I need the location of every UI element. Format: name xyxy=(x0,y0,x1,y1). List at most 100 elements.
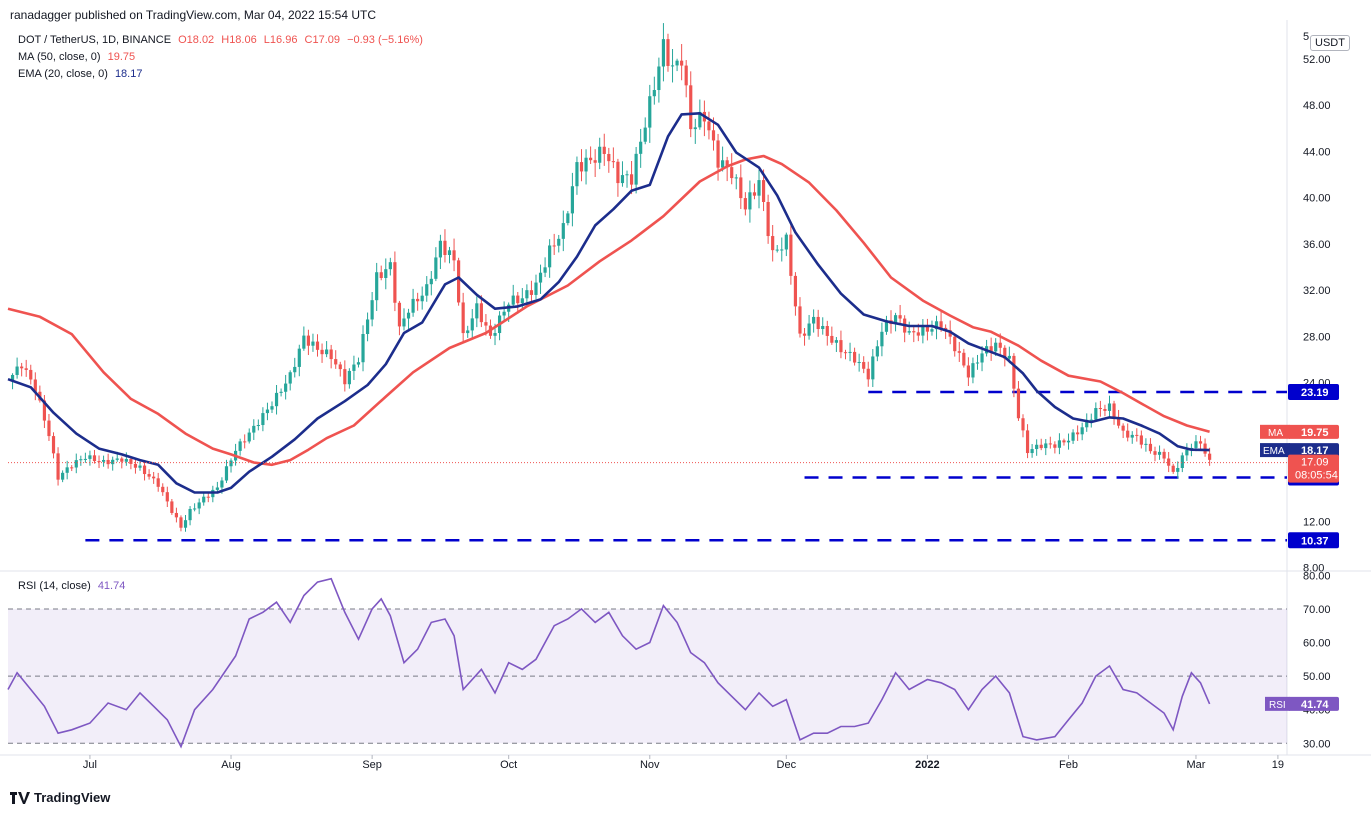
candle-body xyxy=(907,331,911,333)
candle-body xyxy=(1167,458,1171,466)
candle-body xyxy=(557,238,561,246)
candle-body xyxy=(347,370,351,385)
last-price-tag-bg xyxy=(1288,454,1339,483)
time-tick-label: Dec xyxy=(777,759,797,771)
price-tick-label: 32.00 xyxy=(1303,285,1331,297)
candle-body xyxy=(643,127,647,142)
candle-body xyxy=(730,167,734,179)
candle-body xyxy=(129,459,133,464)
legend-ma[interactable]: MA (50, close, 0) 19.75 xyxy=(18,51,135,63)
candle-body xyxy=(1126,430,1130,438)
candle-body xyxy=(1035,444,1039,450)
candle-body xyxy=(1171,465,1175,472)
candle-body xyxy=(1116,417,1121,426)
candle-body xyxy=(224,466,229,481)
candle-body xyxy=(393,262,397,303)
candle-body xyxy=(338,364,342,370)
price-tick-label: 40.00 xyxy=(1303,193,1331,205)
candle-body xyxy=(1039,444,1043,449)
candle-body xyxy=(1130,434,1134,438)
candle-body xyxy=(589,157,593,161)
candle-body xyxy=(279,391,283,393)
candle-body xyxy=(698,111,702,128)
candle-body xyxy=(843,352,848,354)
candle-body xyxy=(962,352,966,366)
candle-body xyxy=(406,312,411,319)
ma-axis-key: MA xyxy=(1268,428,1283,439)
support-level-label: 10.37 xyxy=(1301,535,1329,547)
candle-body xyxy=(352,364,356,371)
legend-ema[interactable]: EMA (20, close, 0) 18.17 xyxy=(18,68,142,80)
candle-body xyxy=(261,413,265,426)
candle-body xyxy=(142,465,147,475)
candle-body xyxy=(461,302,465,334)
candle-body xyxy=(1021,418,1025,431)
rsi-line xyxy=(7,577,1211,749)
candle-body xyxy=(680,60,684,66)
time-tick-label: Sep xyxy=(362,759,382,771)
candle-body xyxy=(1135,434,1139,436)
candle-body xyxy=(388,262,392,270)
candle-body xyxy=(930,329,934,332)
candle-body xyxy=(416,298,420,302)
ma-axis-key-bg xyxy=(1260,424,1290,439)
candle-body xyxy=(857,362,861,364)
currency-badge[interactable]: USDT xyxy=(1310,35,1350,51)
candle-body xyxy=(862,362,866,369)
candle-body xyxy=(975,362,980,364)
candle-body xyxy=(334,359,338,365)
candle-body xyxy=(511,295,515,305)
price-tick-label-partial: 5 xyxy=(1303,31,1309,43)
candle-body xyxy=(1162,451,1166,459)
ohlc-open: O18.02 xyxy=(178,34,215,46)
candle-body xyxy=(584,157,588,172)
candle-body xyxy=(470,318,474,331)
candle-body xyxy=(183,520,188,528)
candle-body xyxy=(1148,443,1153,452)
candle-body xyxy=(1044,443,1048,449)
candle-body xyxy=(493,333,497,336)
price-tick-label: 28.00 xyxy=(1303,331,1331,343)
candle-body xyxy=(1194,441,1198,448)
candle-body xyxy=(875,346,879,357)
candle-body xyxy=(1089,419,1093,421)
candle-body xyxy=(1144,443,1148,445)
rsi-tick-label: 50.00 xyxy=(1303,671,1331,683)
candle-body xyxy=(953,336,957,352)
ohlc-high: H18.06 xyxy=(221,34,257,46)
rsi-axis-key-bg xyxy=(1265,696,1290,711)
candle-body xyxy=(452,250,456,261)
candle-body xyxy=(42,400,47,421)
candle-body xyxy=(315,341,320,350)
candle-body xyxy=(516,295,520,304)
candle-body xyxy=(1007,355,1011,359)
candle-body xyxy=(775,249,779,251)
candle-body xyxy=(716,140,720,168)
candle-body xyxy=(356,362,361,365)
candle-body xyxy=(1107,403,1112,411)
legend-rsi[interactable]: RSI (14, close) 41.74 xyxy=(18,580,125,592)
candle-body xyxy=(771,236,775,251)
rsi-axis-value: 41.74 xyxy=(1301,699,1329,711)
candle-body xyxy=(256,425,260,427)
candle-body xyxy=(757,180,761,196)
candle-body xyxy=(420,295,424,302)
candle-body xyxy=(893,315,898,325)
candle-body xyxy=(83,458,87,460)
candle-body xyxy=(1053,444,1057,448)
candle-body xyxy=(101,459,106,462)
candle-body xyxy=(1098,408,1102,410)
ma-axis-value: 19.75 xyxy=(1301,427,1329,439)
ema-line xyxy=(7,112,1210,494)
candle-body xyxy=(666,39,670,66)
candle-body xyxy=(634,153,638,185)
price-tick-label: 52.00 xyxy=(1303,54,1331,66)
candle-body xyxy=(657,66,661,91)
candle-body xyxy=(197,502,201,509)
price-tick-label: 36.00 xyxy=(1303,239,1331,251)
candle-body xyxy=(798,306,802,334)
tradingview-logo[interactable]: TradingView xyxy=(10,790,110,805)
candle-body xyxy=(15,366,19,375)
candle-body xyxy=(193,508,197,510)
